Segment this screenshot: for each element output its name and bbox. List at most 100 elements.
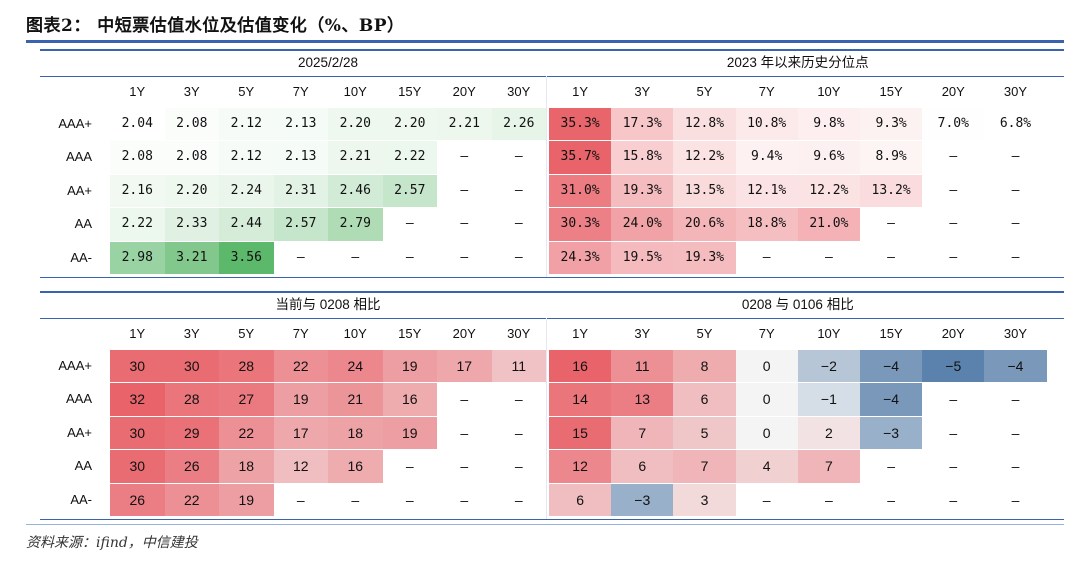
heatmap-cell: – bbox=[922, 383, 985, 416]
heatmap-cell: 9.3% bbox=[860, 108, 923, 141]
heatmap-cell: 9.6% bbox=[797, 141, 860, 174]
heatmap-cell: 18.8% bbox=[735, 208, 798, 241]
heatmap-cell: 14 bbox=[549, 383, 612, 416]
heatmap-cell: 13 bbox=[611, 383, 674, 416]
heatmap-cell: – bbox=[922, 174, 985, 208]
heatmap-cell: – bbox=[922, 416, 985, 450]
panel-title: 2023 年以来历史分位点 bbox=[726, 55, 869, 70]
heatmap-cell: 9.8% bbox=[797, 108, 860, 141]
heatmap-cell: 17.3% bbox=[611, 108, 674, 141]
row-label: AAA+ bbox=[58, 116, 92, 131]
heatmap-cell: 13.5% bbox=[673, 174, 736, 208]
heatmap-cell: – bbox=[437, 416, 492, 450]
heatmap-cell: 7 bbox=[673, 450, 736, 483]
column-header: 10Y bbox=[343, 84, 367, 99]
heatmap-cell: – bbox=[984, 383, 1047, 416]
heatmap-cell: 2 bbox=[797, 416, 860, 450]
heatmap-cell: 31.0% bbox=[549, 174, 612, 208]
column-header: 7Y bbox=[292, 326, 309, 341]
column-header: 5Y bbox=[238, 326, 255, 341]
heatmap-cell: – bbox=[382, 483, 437, 516]
heatmap-cell: 7 bbox=[611, 416, 674, 450]
heatmap-cell: 19 bbox=[219, 483, 274, 516]
heatmap-cell: – bbox=[273, 241, 328, 274]
heatmap-cell: – bbox=[491, 450, 546, 483]
figure-title: 图表2： 中短票估值水位及估值变化（%、BP） bbox=[26, 16, 405, 36]
column-header: 10Y bbox=[817, 326, 841, 341]
heatmap-cell: – bbox=[860, 483, 923, 516]
heatmap-cell: – bbox=[860, 208, 923, 241]
column-header: 30Y bbox=[507, 326, 531, 341]
heatmap-cell: 2.22 bbox=[382, 141, 437, 174]
heatmap-cell: −4 bbox=[860, 383, 923, 416]
heatmap-cell: 2.12 bbox=[219, 141, 274, 174]
heatmap-cell: – bbox=[437, 174, 492, 208]
heatmap-cell: 17 bbox=[437, 350, 492, 383]
heatmap-cell: – bbox=[922, 241, 985, 274]
heatmap-cell: 2.13 bbox=[273, 108, 328, 141]
row-label: AA- bbox=[70, 491, 92, 507]
row-label: AA- bbox=[70, 249, 92, 265]
heatmap-cell: 21.0% bbox=[797, 208, 860, 241]
heatmap-cell: 12.8% bbox=[673, 108, 736, 141]
heatmap-cell: 2.33 bbox=[164, 208, 219, 241]
heatmap-cell: 2.57 bbox=[382, 174, 437, 208]
heatmap-cell: 6 bbox=[673, 383, 736, 416]
column-header: 5Y bbox=[238, 84, 255, 99]
heatmap-cell: −3 bbox=[860, 416, 923, 450]
column-header: 3Y bbox=[634, 326, 651, 341]
heatmap-cell: 24.3% bbox=[549, 241, 612, 274]
column-header: 15Y bbox=[398, 84, 422, 99]
row-label: AAA bbox=[65, 149, 92, 165]
heatmap-cell: 3.56 bbox=[219, 241, 274, 274]
heatmap-cell: – bbox=[491, 383, 546, 416]
band-sub-rule bbox=[40, 318, 1064, 319]
column-header: 30Y bbox=[1003, 84, 1028, 99]
heatmap-cell: 2.20 bbox=[382, 108, 437, 141]
heatmap-cell: 12.1% bbox=[735, 174, 798, 208]
heatmap-cell: – bbox=[984, 141, 1047, 174]
heatmap-cell: – bbox=[860, 241, 923, 274]
heatmap-cell: −2 bbox=[797, 350, 860, 383]
heatmap-cell: 2.20 bbox=[328, 108, 383, 141]
heatmap-cell: – bbox=[922, 483, 985, 516]
heatmap-cell: – bbox=[382, 208, 437, 241]
heatmap-cell: – bbox=[491, 241, 546, 274]
heatmap-cell: – bbox=[382, 241, 437, 274]
column-header: 1Y bbox=[572, 326, 589, 341]
column-header: 1Y bbox=[129, 326, 146, 341]
column-header: 20Y bbox=[452, 326, 476, 341]
row-label: AA+ bbox=[67, 424, 92, 440]
heatmap-cell: – bbox=[922, 450, 985, 483]
heatmap-cell: 2.16 bbox=[110, 174, 165, 208]
heatmap-cell: – bbox=[437, 483, 492, 516]
heatmap-cell: 0 bbox=[735, 350, 798, 383]
heatmap-cell: 17 bbox=[273, 416, 328, 450]
heatmap-cell: 15 bbox=[549, 416, 612, 450]
heatmap-cell: – bbox=[491, 208, 546, 241]
row-label: AA bbox=[74, 216, 92, 232]
heatmap-cell: 11 bbox=[611, 350, 674, 383]
heatmap-cell: – bbox=[735, 241, 798, 274]
heatmap-cell: – bbox=[984, 174, 1047, 208]
heatmap-cell: 20.6% bbox=[673, 208, 736, 241]
heatmap-cell: 2.21 bbox=[328, 141, 383, 174]
heatmap-cell: 2.26 bbox=[491, 108, 546, 141]
heatmap-cell: – bbox=[984, 208, 1047, 241]
heatmap-cell: 30 bbox=[110, 416, 165, 450]
heatmap-cell: 2.08 bbox=[164, 108, 219, 141]
heatmap-cell: 13.2% bbox=[860, 174, 923, 208]
heatmap-cell: – bbox=[328, 483, 383, 516]
heatmap-cell: – bbox=[860, 450, 923, 483]
heatmap-cell: 4 bbox=[735, 450, 798, 483]
heatmap-cell: −5 bbox=[922, 350, 985, 383]
column-header: 3Y bbox=[183, 84, 200, 99]
heatmap-cell: 26 bbox=[110, 483, 165, 516]
heatmap-cell: – bbox=[797, 241, 860, 274]
band-top-rule bbox=[40, 49, 1064, 51]
heatmap-cell: – bbox=[491, 483, 546, 516]
heatmap-cell: – bbox=[735, 483, 798, 516]
column-header: 30Y bbox=[507, 84, 531, 99]
heatmap-cell: 19.3% bbox=[611, 174, 674, 208]
heatmap-cell: 19 bbox=[273, 383, 328, 416]
